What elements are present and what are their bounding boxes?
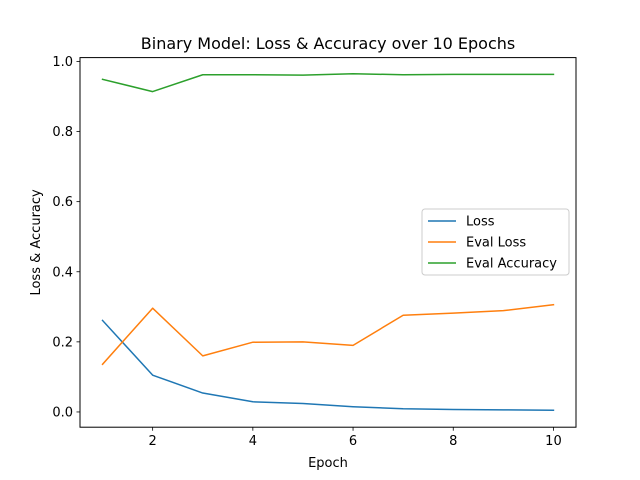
series-line-eval-accuracy (101, 72, 555, 93)
series-line-loss (101, 319, 555, 411)
y-tick-label: 0.6 (52, 195, 73, 210)
axes-frame (79, 57, 577, 428)
legend: Loss Eval Loss Eval Accuracy (421, 208, 570, 276)
y-tick-label: 0.8 (52, 125, 73, 140)
y-tick-label: 1.0 (52, 55, 73, 70)
chart-title: Binary Model: Loss & Accuracy over 10 Ep… (141, 34, 515, 53)
y-tick-label: 0.4 (52, 265, 73, 280)
legend-label-eval-loss: Eval Loss (466, 236, 526, 251)
legend-box (421, 208, 570, 276)
legend-label-loss: Loss (466, 215, 495, 230)
legend-label-eval-accuracy: Eval Accuracy (466, 257, 557, 272)
series-line-eval-loss (101, 303, 555, 366)
plot-lines (101, 72, 555, 411)
y-tick-label: 0.0 (52, 405, 73, 420)
x-tick-label: 8 (449, 434, 457, 449)
x-tick-label: 6 (349, 434, 357, 449)
y-tick-label: 0.2 (52, 335, 73, 350)
y-axis-ticks: 0.0 0.2 0.4 0.6 0.8 1.0 (52, 55, 80, 420)
x-axis-label: Epoch (308, 456, 348, 471)
x-tick-label: 10 (545, 434, 562, 449)
x-tick-label: 2 (149, 434, 157, 449)
x-axis-ticks: 2 4 6 8 10 (149, 427, 562, 449)
y-axis-label: Loss & Accuracy (29, 189, 44, 296)
x-tick-label: 4 (249, 434, 257, 449)
